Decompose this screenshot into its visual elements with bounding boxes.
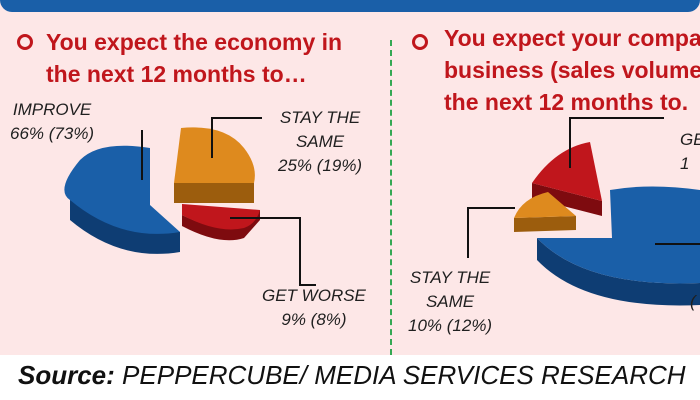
left-title-line-2: the next 12 months to… (46, 61, 307, 87)
right-label-improve-name: ( (690, 292, 696, 311)
right-pie-slice-get-worse-side (532, 183, 602, 216)
left-bullet-icon (17, 34, 33, 50)
pie-charts-svg (64, 117, 700, 306)
pie-slice-get-worse (182, 204, 260, 241)
source-credit: Source: PEPPERCUBE/ MEDIA SERVICES RESEA… (18, 358, 686, 392)
right-pie (467, 117, 700, 306)
right-pie-slice-improve-top (537, 186, 700, 284)
pie-slice-get-worse-top (182, 204, 260, 230)
right-pie-slice-get-worse-top (532, 142, 602, 201)
label-stay-same: STAY THE SAME 25% (19%) (278, 106, 362, 178)
panel-divider (390, 40, 392, 355)
right-pie-slice-stay-same-side (514, 216, 576, 232)
right-label-get-worse: GE 1 (680, 128, 700, 176)
label-get-worse-name: GET WORSE (262, 286, 366, 305)
label-improve: IMPROVE 66% (73%) (10, 98, 94, 146)
label-stay-same-line-2: SAME (295, 132, 345, 151)
label-improve-name: IMPROVE (12, 100, 92, 119)
right-title-line-1: You expect your compa (444, 25, 700, 51)
label-improve-value: 66% (73%) (10, 124, 95, 143)
pie-slice-stay-same-side (174, 183, 254, 203)
right-label-stay-same-line-2: SAME (425, 292, 475, 311)
right-label-get-worse-value: 1 (680, 154, 690, 173)
right-label-get-worse-name: GE (680, 130, 700, 149)
label-stay-same-line-1: STAY THE (279, 108, 361, 127)
source-text: PEPPERCUBE/ MEDIA SERVICES RESEARCH (122, 360, 686, 390)
right-label-stay-same-value: 10% (12%) (408, 316, 493, 335)
left-title-line-1: You expect the economy in (46, 29, 343, 55)
right-label-stay-same-line-1: STAY THE (409, 268, 491, 287)
pie-slice-get-worse-side (182, 210, 260, 241)
right-title-line-2: business (sales volume (444, 57, 700, 83)
right-chart-title: You expect your compa business (sales vo… (444, 22, 700, 118)
top-banner (0, 0, 700, 12)
leader-line-stay-same (211, 117, 262, 158)
right-label-stay-same: STAY THE SAME 10% (12%) (408, 266, 492, 338)
label-stay-same-value: 25% (19%) (278, 156, 363, 175)
right-leader-line-stay-same (467, 207, 515, 258)
right-pie-slice-improve-side (537, 238, 700, 306)
label-get-worse: GET WORSE 9% (8%) (262, 284, 366, 332)
pie-slice-improve (64, 145, 180, 254)
left-chart-title: You expect the economy in the next 12 mo… (46, 26, 342, 90)
right-pie-slice-stay-same-top (514, 192, 576, 218)
right-label-improve: ( (690, 290, 696, 314)
pie-slice-stay-same-top (174, 127, 255, 183)
leader-line-get-worse (230, 217, 316, 286)
right-leader-line-get-worse (569, 117, 664, 168)
label-get-worse-value: 9% (8%) (281, 310, 347, 329)
source-label: Source: (18, 360, 115, 390)
pie-slice-improve-top (64, 145, 180, 234)
left-pie (64, 117, 316, 286)
pie-slice-stay-same (174, 127, 255, 203)
right-pie-slice-improve (537, 186, 700, 306)
right-title-line-3: the next 12 months to. (444, 89, 689, 115)
right-bullet-icon (412, 34, 428, 50)
right-pie-slice-stay-same (514, 192, 576, 232)
right-pie-slice-get-worse (532, 142, 602, 216)
